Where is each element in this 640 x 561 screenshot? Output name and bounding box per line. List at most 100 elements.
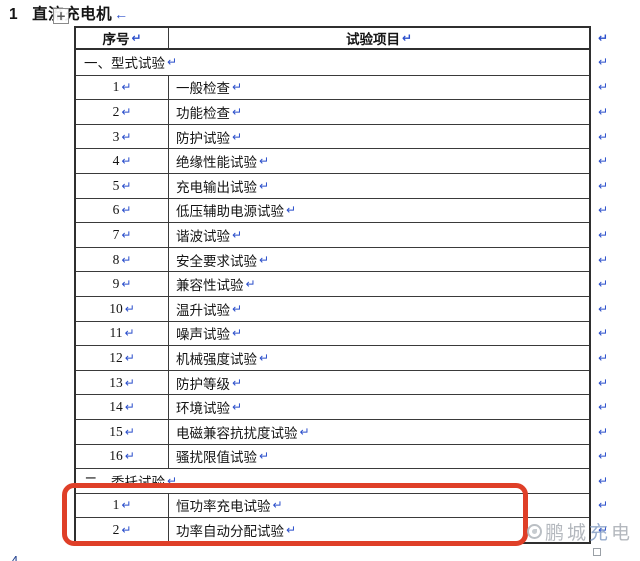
cell-mark-icon: ↵ <box>167 473 178 488</box>
row-end-mark-icon: ↵ <box>597 104 608 119</box>
table-section-row: 一、型式试验 ↵ ↵ <box>76 50 608 75</box>
test-item-label: 环境试验 <box>176 401 230 417</box>
test-item-label: 低压辅助电源试验 <box>176 204 284 220</box>
cell-mark-icon: ↵ <box>121 252 132 267</box>
header-cell-serial[interactable]: 序号 ↵ <box>76 28 169 48</box>
heading-text: 直流充电机 <box>32 6 113 23</box>
test-item-cell[interactable]: 充电输出试验 ↵ <box>169 174 589 198</box>
cell-mark-icon: ↵ <box>121 498 132 513</box>
test-item-cell[interactable]: 绝缘性能试验 ↵ <box>169 149 589 173</box>
cell-mark-icon: ↵ <box>286 203 297 218</box>
serial-cell[interactable]: 5 ↵ <box>76 173 169 198</box>
test-item-cell[interactable]: 一般检查 ↵ <box>169 76 589 100</box>
row-end-mark-icon: ↵ <box>597 523 608 538</box>
test-item-cell[interactable]: 防护试验 ↵ <box>169 125 589 149</box>
serial-cell[interactable]: 7 ↵ <box>76 223 169 247</box>
serial-number: 1 <box>112 497 120 513</box>
row-end-mark-icon: ↵ <box>597 326 608 341</box>
header-cell-item[interactable]: 试验项目 ↵ <box>169 28 589 48</box>
header-serial-label: 序号 <box>102 32 130 47</box>
cell-mark-icon: ↵ <box>121 227 132 242</box>
section-label: 一、型式试验 <box>84 56 165 72</box>
test-item-cell[interactable]: 安全要求试验 ↵ <box>169 248 589 272</box>
table-resize-handle[interactable] <box>593 548 601 556</box>
cell-mark-icon: ↵ <box>121 129 132 144</box>
clipped-next-line-text: 4 <box>11 553 19 561</box>
test-item-label: 谐波试验 <box>176 228 230 244</box>
row-end-mark-icon: ↵ <box>597 498 608 513</box>
serial-cell[interactable]: 9 ↵ <box>76 272 169 296</box>
serial-cell[interactable]: 8 ↵ <box>76 247 169 272</box>
row-end-mark-icon: ↵ <box>597 375 608 390</box>
test-item-cell[interactable]: 谐波试验 ↵ <box>169 223 589 247</box>
test-item-cell[interactable]: 温升试验 ↵ <box>169 297 589 321</box>
cell-mark-icon: ↵ <box>232 375 243 390</box>
cell-mark-icon: ↵ <box>232 326 243 341</box>
serial-cell[interactable]: 16 ↵ <box>76 444 169 469</box>
test-item-label: 绝缘性能试验 <box>176 155 257 171</box>
serial-number: 10 <box>109 300 123 316</box>
cell-mark-icon: ↵ <box>124 424 135 439</box>
test-item-label: 功能检查 <box>176 105 230 121</box>
header-item-label: 试验项目 <box>345 32 400 47</box>
serial-number: 2 <box>112 522 120 538</box>
test-item-cell[interactable]: 机械强度试验 ↵ <box>169 346 589 370</box>
table-row: 2 ↵ 功能检查 ↵ ↵ <box>76 99 608 124</box>
cell-mark-icon: ↵ <box>259 252 270 267</box>
test-item-cell[interactable]: 兼容性试验 ↵ <box>169 272 589 296</box>
table-row: 10 ↵ 温升试验 ↵ ↵ <box>76 295 608 321</box>
serial-cell[interactable]: 14 ↵ <box>76 395 169 419</box>
serial-cell[interactable]: 15 ↵ <box>76 419 169 444</box>
serial-cell[interactable]: 4 ↵ <box>76 149 169 173</box>
serial-cell[interactable]: 11 ↵ <box>76 321 169 346</box>
cell-mark-icon: ↵ <box>121 277 132 292</box>
test-item-cell[interactable]: 环境试验 ↵ <box>169 395 589 419</box>
test-item-label: 安全要求试验 <box>176 253 257 269</box>
cell-mark-icon: ↵ <box>286 523 297 538</box>
serial-cell[interactable]: 3 ↵ <box>76 124 169 149</box>
serial-cell[interactable]: 2 ↵ <box>76 518 169 542</box>
test-item-cell[interactable]: 低压辅助电源试验 ↵ <box>169 199 589 223</box>
table-row: 11 ↵ 噪声试验 ↵ ↵ <box>76 320 608 346</box>
row-end-mark-icon: ↵ <box>597 203 608 218</box>
serial-cell[interactable]: 1 ↵ <box>76 75 169 100</box>
test-item-cell[interactable]: 电磁兼容抗扰度试验 ↵ <box>169 420 589 444</box>
cell-mark-icon: ↵ <box>121 80 132 95</box>
serial-cell[interactable]: 13 ↵ <box>76 370 169 395</box>
cell-mark-icon: ↵ <box>259 449 270 464</box>
test-item-cell[interactable]: 防护等级 ↵ <box>169 371 589 395</box>
row-end-mark-icon: ↵ <box>597 80 608 95</box>
serial-cell[interactable]: 2 ↵ <box>76 100 169 124</box>
test-item-cell[interactable]: 噪声试验 ↵ <box>169 322 589 346</box>
test-item-label: 噪声试验 <box>176 327 230 343</box>
cell-mark-icon: ↵ <box>131 31 142 45</box>
serial-cell[interactable]: 6 ↵ <box>76 198 169 223</box>
row-end-mark-icon: ↵ <box>597 252 608 267</box>
watermark: 鹏城充电 <box>527 519 633 544</box>
test-item-cell[interactable]: 骚扰限值试验 ↵ <box>169 445 589 469</box>
test-item-cell[interactable]: 功能检查 ↵ <box>169 100 589 124</box>
table-move-handle-icon[interactable]: + <box>53 8 69 24</box>
serial-number: 11 <box>109 325 123 341</box>
cell-mark-icon: ↵ <box>124 326 135 341</box>
cell-mark-icon: ↵ <box>401 31 413 45</box>
serial-cell[interactable]: 12 ↵ <box>76 346 169 370</box>
cell-mark-icon: ↵ <box>121 178 132 193</box>
row-end-mark-icon: ↵ <box>597 301 608 316</box>
watermark-logo-icon <box>527 523 542 539</box>
section-label-cell[interactable]: 二、委托试验 ↵ <box>76 469 589 493</box>
test-item-cell[interactable]: 功率自动分配试验 ↵ <box>169 518 589 542</box>
table-row: 9 ↵ 兼容性试验 ↵ ↵ <box>76 271 608 296</box>
cell-mark-icon: ↵ <box>124 301 135 316</box>
serial-cell[interactable]: 1 ↵ <box>76 493 169 518</box>
serial-cell[interactable]: 10 ↵ <box>76 296 169 321</box>
section-label-cell[interactable]: 一、型式试验 ↵ <box>76 50 589 75</box>
table-row: 6 ↵ 低压辅助电源试验 ↵ ↵ <box>76 197 608 223</box>
cell-mark-icon: ↵ <box>259 154 270 169</box>
cell-mark-icon: ↵ <box>232 400 243 415</box>
cell-mark-icon: ↵ <box>121 203 132 218</box>
table-row: 16 ↵ 骚扰限值试验 ↵ ↵ <box>76 443 608 469</box>
test-item-label: 恒功率充电试验 <box>176 499 271 515</box>
test-item-cell[interactable]: 恒功率充电试验 ↵ <box>169 494 589 518</box>
